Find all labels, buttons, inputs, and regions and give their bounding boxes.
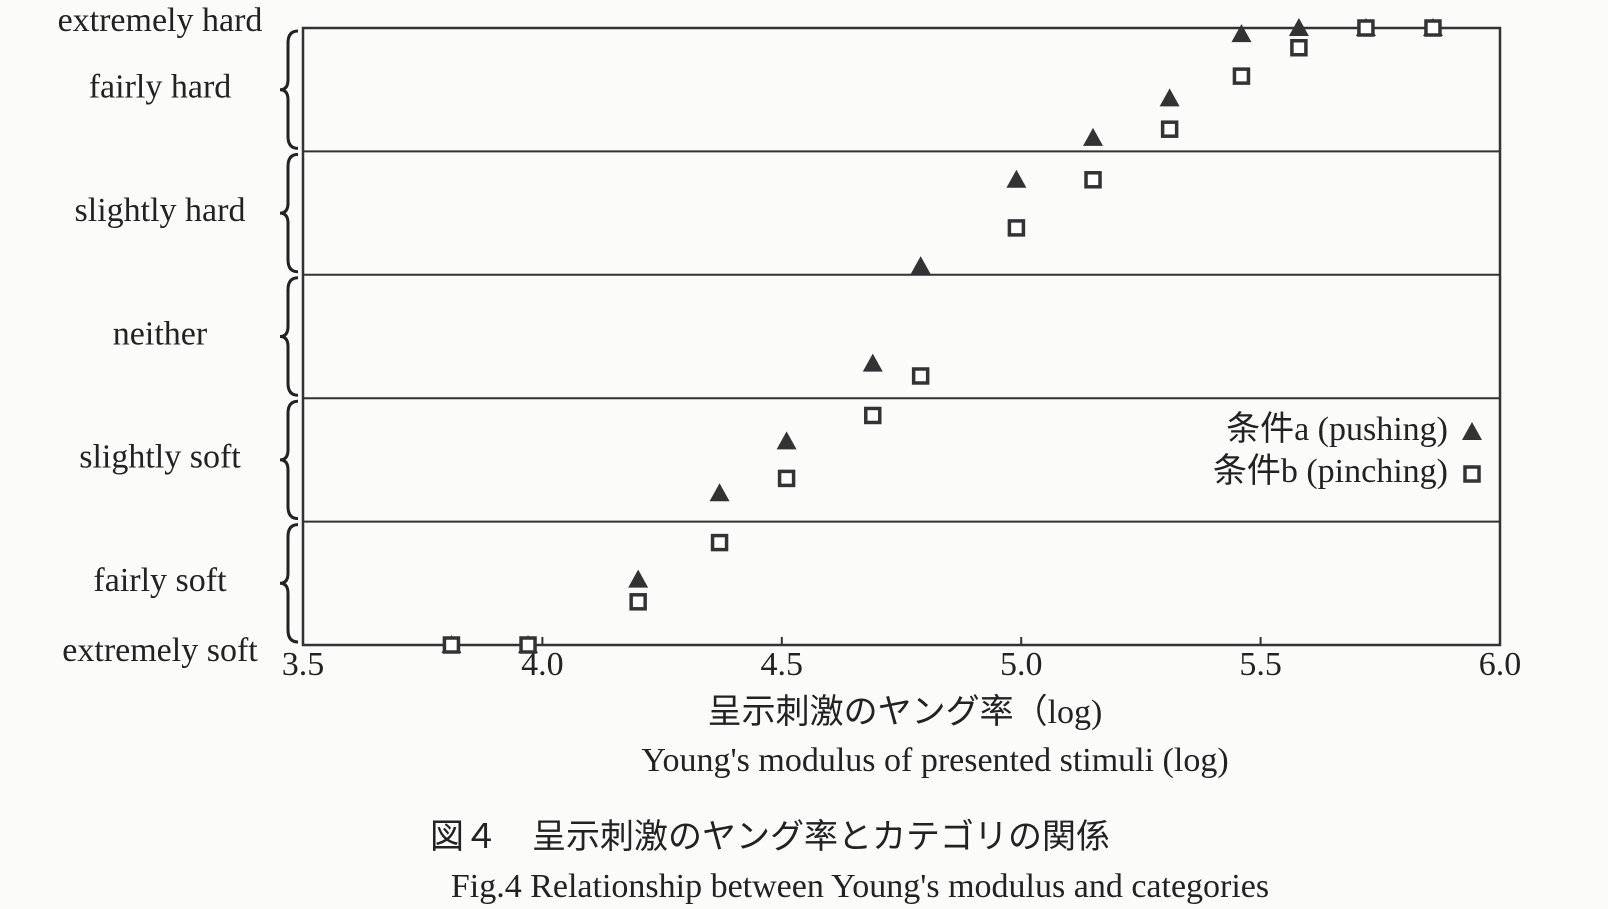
data-point [1007,219,1026,237]
caption: Fig.4 Relationship between Young's modul… [451,868,1269,905]
plot-frame [301,26,1502,647]
category-brace [279,29,299,150]
y-tick-label: fairly soft [93,562,227,599]
data-point [710,533,729,552]
caption-ja: 図４ 呈示刺激のヤング率とカテゴリの関係 [430,818,1110,856]
data-point [629,593,647,611]
category-brace [279,523,299,644]
data-point [1159,88,1180,107]
data-point [709,483,730,502]
x-tick-label: 4.5 [761,646,804,683]
y-tick-label: slightly hard [75,192,246,229]
data-point [911,367,930,385]
data-point [862,353,883,372]
data-point [1083,127,1104,146]
data-point [776,431,797,450]
y-tick-label: extremely hard [58,2,263,39]
x-tick-label: 5.5 [1239,646,1282,683]
x-tick-label: 6.0 [1479,646,1522,683]
y-tick-label: fairly hard [89,68,232,105]
data-point [910,256,931,275]
category-brace [279,152,299,274]
data-point [442,636,461,654]
data-point [519,636,537,654]
data-point [777,469,796,488]
legend-marker [1462,422,1482,440]
x-axis-label-ja: 呈示刺激のヤング率（log) [708,693,1103,731]
data-point [1357,19,1375,37]
data-point [1290,38,1308,57]
y-tick-label: neither [113,315,208,352]
data-point [1160,120,1179,138]
x-tick-label: 3.5 [282,646,325,683]
data-point [1288,18,1309,36]
data-point [864,406,882,425]
data-point [1231,24,1252,43]
y-tick-label: extremely soft [62,632,258,669]
data-point [1424,19,1442,37]
category-brace [279,276,299,397]
x-tick-label: 5.0 [1000,646,1043,683]
legend-label: 条件a (pushing) [1226,410,1448,448]
data-point [1232,67,1251,85]
y-tick-label: slightly soft [79,439,241,476]
data-point [628,569,649,588]
legend-marker [1463,465,1481,483]
x-axis-label: Young's modulus of presented stimuli (lo… [641,742,1228,779]
legend-label: 条件b (pinching) [1213,452,1448,490]
data-point [1084,171,1102,189]
data-point [1006,169,1027,188]
category-brace [279,399,299,521]
